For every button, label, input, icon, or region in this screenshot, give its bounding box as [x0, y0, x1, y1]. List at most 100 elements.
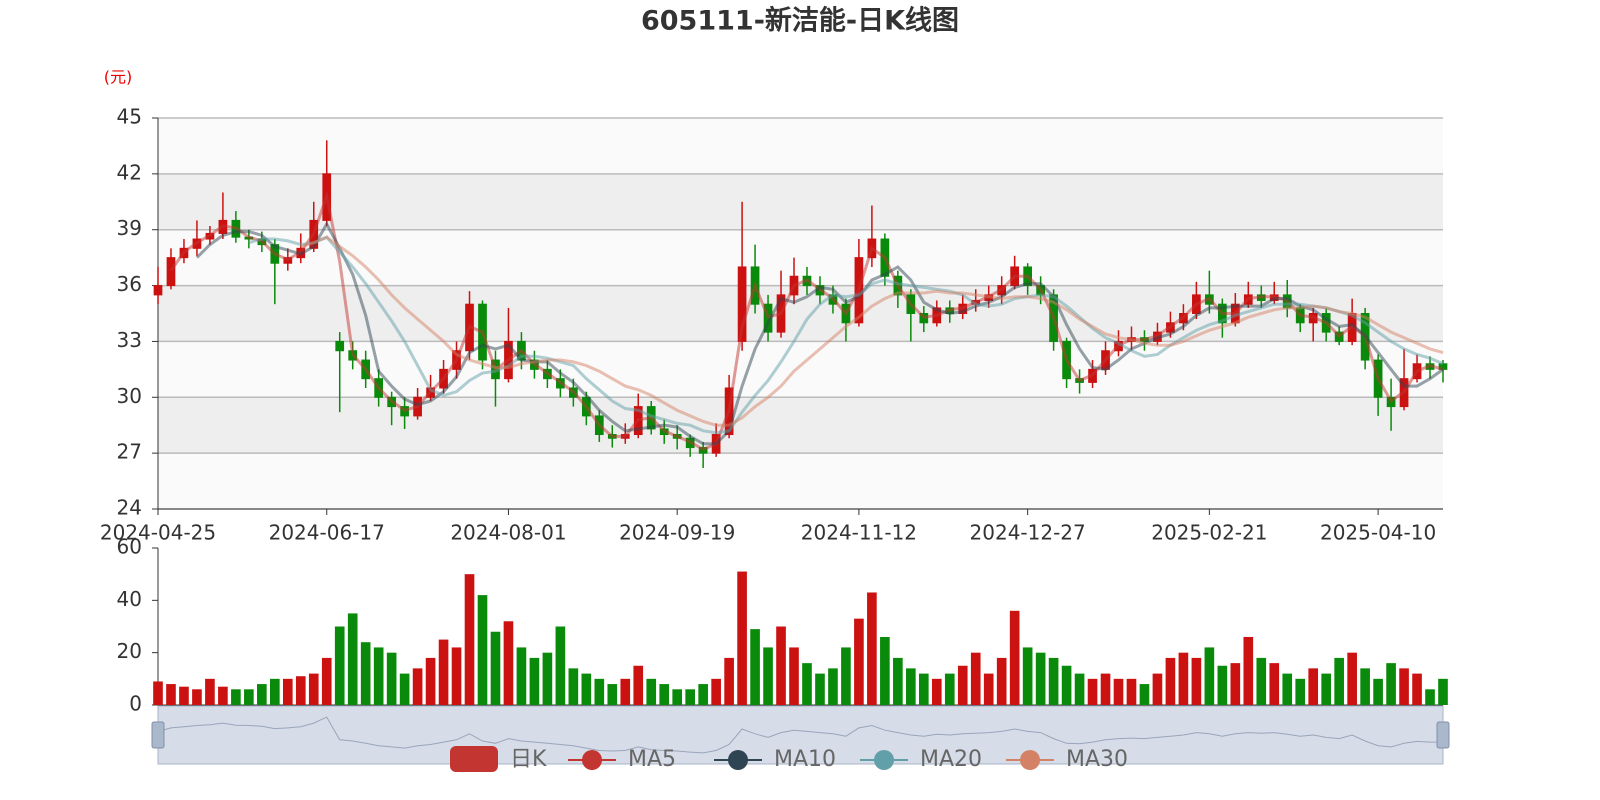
y-tick-label: 36	[117, 272, 142, 296]
legend-marker	[1020, 750, 1040, 770]
x-tick-label: 2024-11-12	[801, 521, 917, 545]
legend-label: 日K	[510, 747, 547, 772]
candle-body	[153, 285, 163, 296]
volume-bar	[685, 689, 695, 705]
volume-bar	[205, 678, 215, 705]
grid-band	[158, 173, 1443, 230]
volume-bar	[1048, 657, 1059, 705]
volume-bar	[542, 652, 553, 705]
volume-bar	[412, 668, 423, 705]
volume-bar	[750, 629, 760, 705]
volume-bar	[153, 681, 163, 705]
x-tick-label: 2025-04-10	[1320, 521, 1436, 545]
candle-body	[166, 257, 176, 287]
volume-bar	[918, 673, 929, 705]
zoom-handle	[151, 721, 165, 749]
volume-bar	[1074, 673, 1085, 705]
candle-body	[737, 266, 747, 342]
volume-bar	[1230, 663, 1241, 705]
volume-bar	[464, 574, 475, 705]
volume-bar	[711, 678, 721, 705]
volume-bar	[490, 631, 501, 705]
volume-bar	[269, 678, 280, 705]
volume-bar	[594, 678, 605, 705]
x-tick-label: 2025-02-21	[1151, 521, 1267, 545]
volume-bar	[1243, 636, 1254, 705]
legend-marker	[728, 750, 748, 770]
volume-bar	[957, 665, 968, 705]
volume-bar	[308, 673, 319, 705]
candle-body	[335, 340, 345, 352]
volume-bar	[1126, 678, 1137, 705]
volume-bar	[581, 673, 592, 705]
volume-y-tick-label: 0	[129, 692, 142, 716]
volume-bar	[1035, 652, 1046, 705]
volume-bar	[360, 642, 371, 705]
volume-bar	[516, 647, 527, 705]
unit-label: (元)	[104, 68, 133, 87]
volume-bar	[179, 686, 189, 705]
volume-bar	[373, 647, 384, 705]
volume-bar	[737, 571, 747, 705]
volume-bar	[763, 647, 773, 705]
volume-bar	[906, 668, 916, 705]
volume-bar	[1438, 678, 1448, 705]
volume-y-tick-label: 60	[117, 535, 142, 559]
y-tick-label: 27	[117, 440, 142, 464]
volume-bar	[192, 689, 202, 705]
volume-bar	[568, 668, 579, 705]
volume-bar	[1347, 652, 1357, 705]
volume-bar	[451, 647, 462, 705]
volume-bar	[1009, 610, 1020, 705]
volume-bar	[166, 684, 176, 705]
volume-bar	[1087, 678, 1098, 705]
volume-bar	[386, 652, 397, 705]
volume-bar	[1113, 678, 1124, 705]
ma-line	[300, 235, 1444, 427]
legend-marker	[582, 750, 602, 770]
ma-line	[195, 221, 1444, 446]
volume-bar	[724, 657, 734, 705]
volume-bar	[1386, 663, 1396, 705]
volume-bar	[1360, 668, 1370, 705]
volume-bar	[218, 686, 228, 705]
volume-bar	[880, 636, 890, 705]
volume-bar	[802, 663, 812, 705]
volume-bar	[244, 689, 254, 705]
volume-bar	[1269, 663, 1280, 705]
volume-bar	[347, 613, 358, 705]
volume-bar	[1308, 668, 1319, 705]
volume-bar	[425, 657, 436, 705]
volume-bar	[1399, 668, 1409, 705]
y-tick-label: 45	[117, 105, 142, 129]
legend-label: MA5	[628, 747, 676, 772]
volume-bar	[815, 673, 825, 705]
volume-bar	[1152, 673, 1163, 705]
volume-bar	[321, 657, 332, 705]
legend-label: MA30	[1066, 747, 1128, 772]
volume-bar	[1100, 673, 1111, 705]
volume-bar	[1256, 657, 1267, 705]
zoom-handle	[1436, 721, 1450, 749]
volume-bar	[931, 678, 942, 705]
y-tick-label: 33	[117, 328, 142, 352]
volume-bar	[1295, 678, 1306, 705]
zoom-preview	[157, 716, 1443, 754]
ma-line	[248, 235, 1444, 435]
volume-bar	[659, 684, 670, 705]
volume-bar	[607, 684, 618, 705]
volume-bar	[867, 592, 877, 705]
volume-bar	[633, 665, 644, 705]
volume-bar	[1204, 647, 1215, 705]
volume-bar	[983, 673, 994, 705]
x-tick-label: 2024-09-19	[619, 521, 735, 545]
volume-bar	[672, 689, 683, 705]
volume-bar	[477, 595, 488, 705]
volume-bar	[841, 647, 851, 705]
volume-bar	[282, 678, 293, 705]
volume-bar	[1191, 657, 1202, 705]
volume-bar	[620, 678, 631, 705]
volume-bar	[646, 678, 657, 705]
legend-marker	[874, 750, 894, 770]
